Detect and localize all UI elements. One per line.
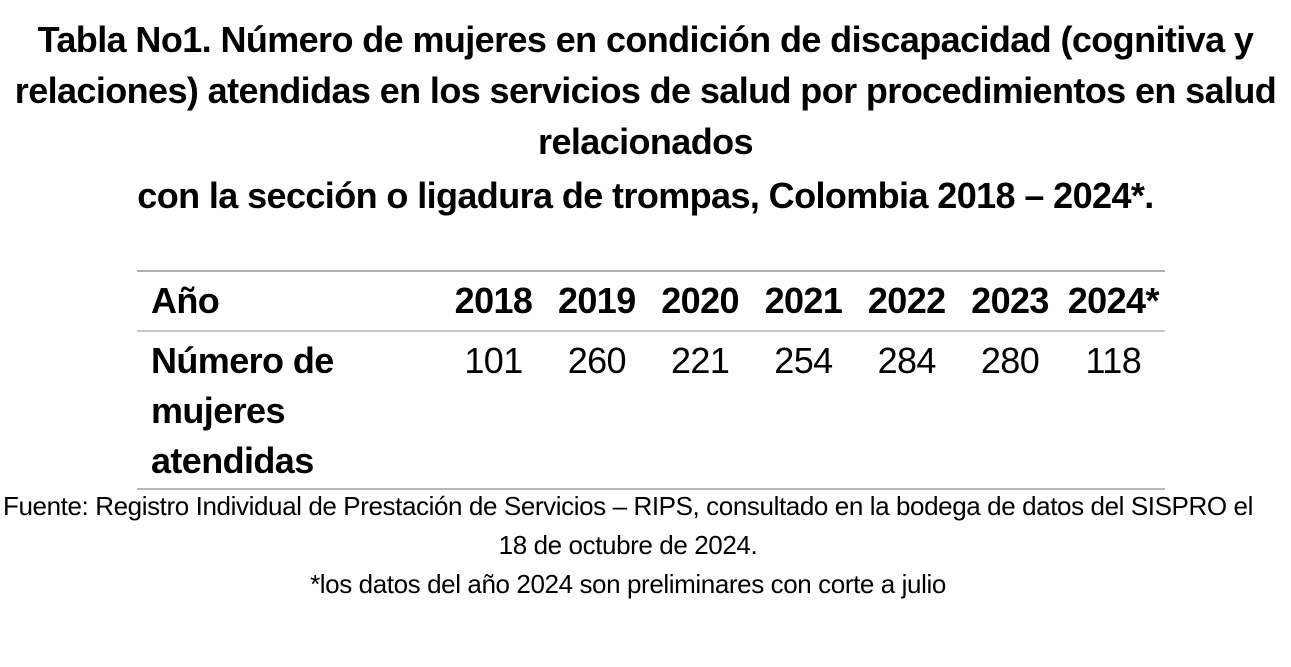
value-2019: 260 <box>545 331 649 490</box>
table-header-row: Año 2018 2019 2020 2021 2022 2023 2024* <box>137 270 1165 332</box>
row-label-line-1: Número de <box>151 340 334 381</box>
value-2024: 118 <box>1061 331 1165 490</box>
preliminary-note: *los datos del año 2024 son preliminares… <box>310 569 946 599</box>
title-line-2: relaciones) atendidas en los servicios d… <box>14 70 1277 111</box>
data-table: Año 2018 2019 2020 2021 2022 2023 2024* … <box>137 270 1165 490</box>
value-2021: 254 <box>751 331 856 490</box>
header-year-2018: 2018 <box>441 270 546 332</box>
header-year-2022: 2022 <box>855 270 959 332</box>
source-line-2: 18 de octubre de 2024. <box>498 530 758 560</box>
title-line-3: relacionados <box>538 121 753 162</box>
value-2022: 284 <box>855 331 959 490</box>
value-2018: 101 <box>441 331 546 490</box>
header-label-year: Año <box>137 270 442 332</box>
value-2023: 280 <box>958 331 1062 490</box>
title-line-1: Tabla No1. Número de mujeres en condició… <box>37 19 1254 60</box>
row-label-line-3: atendidas <box>151 440 314 481</box>
title-line-4: con la sección o ligadura de trompas, Co… <box>137 175 1154 216</box>
table-footer: Fuente: Registro Individual de Prestació… <box>0 487 1256 604</box>
value-2020: 221 <box>648 331 752 490</box>
table-title: Tabla No1. Número de mujeres en condició… <box>0 14 1291 221</box>
header-year-2020: 2020 <box>648 270 752 332</box>
row-label-women-attended: Número de mujeres atendidas <box>137 331 442 490</box>
header-year-2021: 2021 <box>751 270 856 332</box>
row-label-line-2: mujeres <box>151 390 285 431</box>
header-year-2024: 2024* <box>1061 270 1165 332</box>
header-year-2019: 2019 <box>545 270 649 332</box>
table-row: Número de mujeres atendidas 101 260 221 … <box>137 331 1165 490</box>
source-line-1: Fuente: Registro Individual de Prestació… <box>3 491 1253 521</box>
header-year-2023: 2023 <box>958 270 1062 332</box>
